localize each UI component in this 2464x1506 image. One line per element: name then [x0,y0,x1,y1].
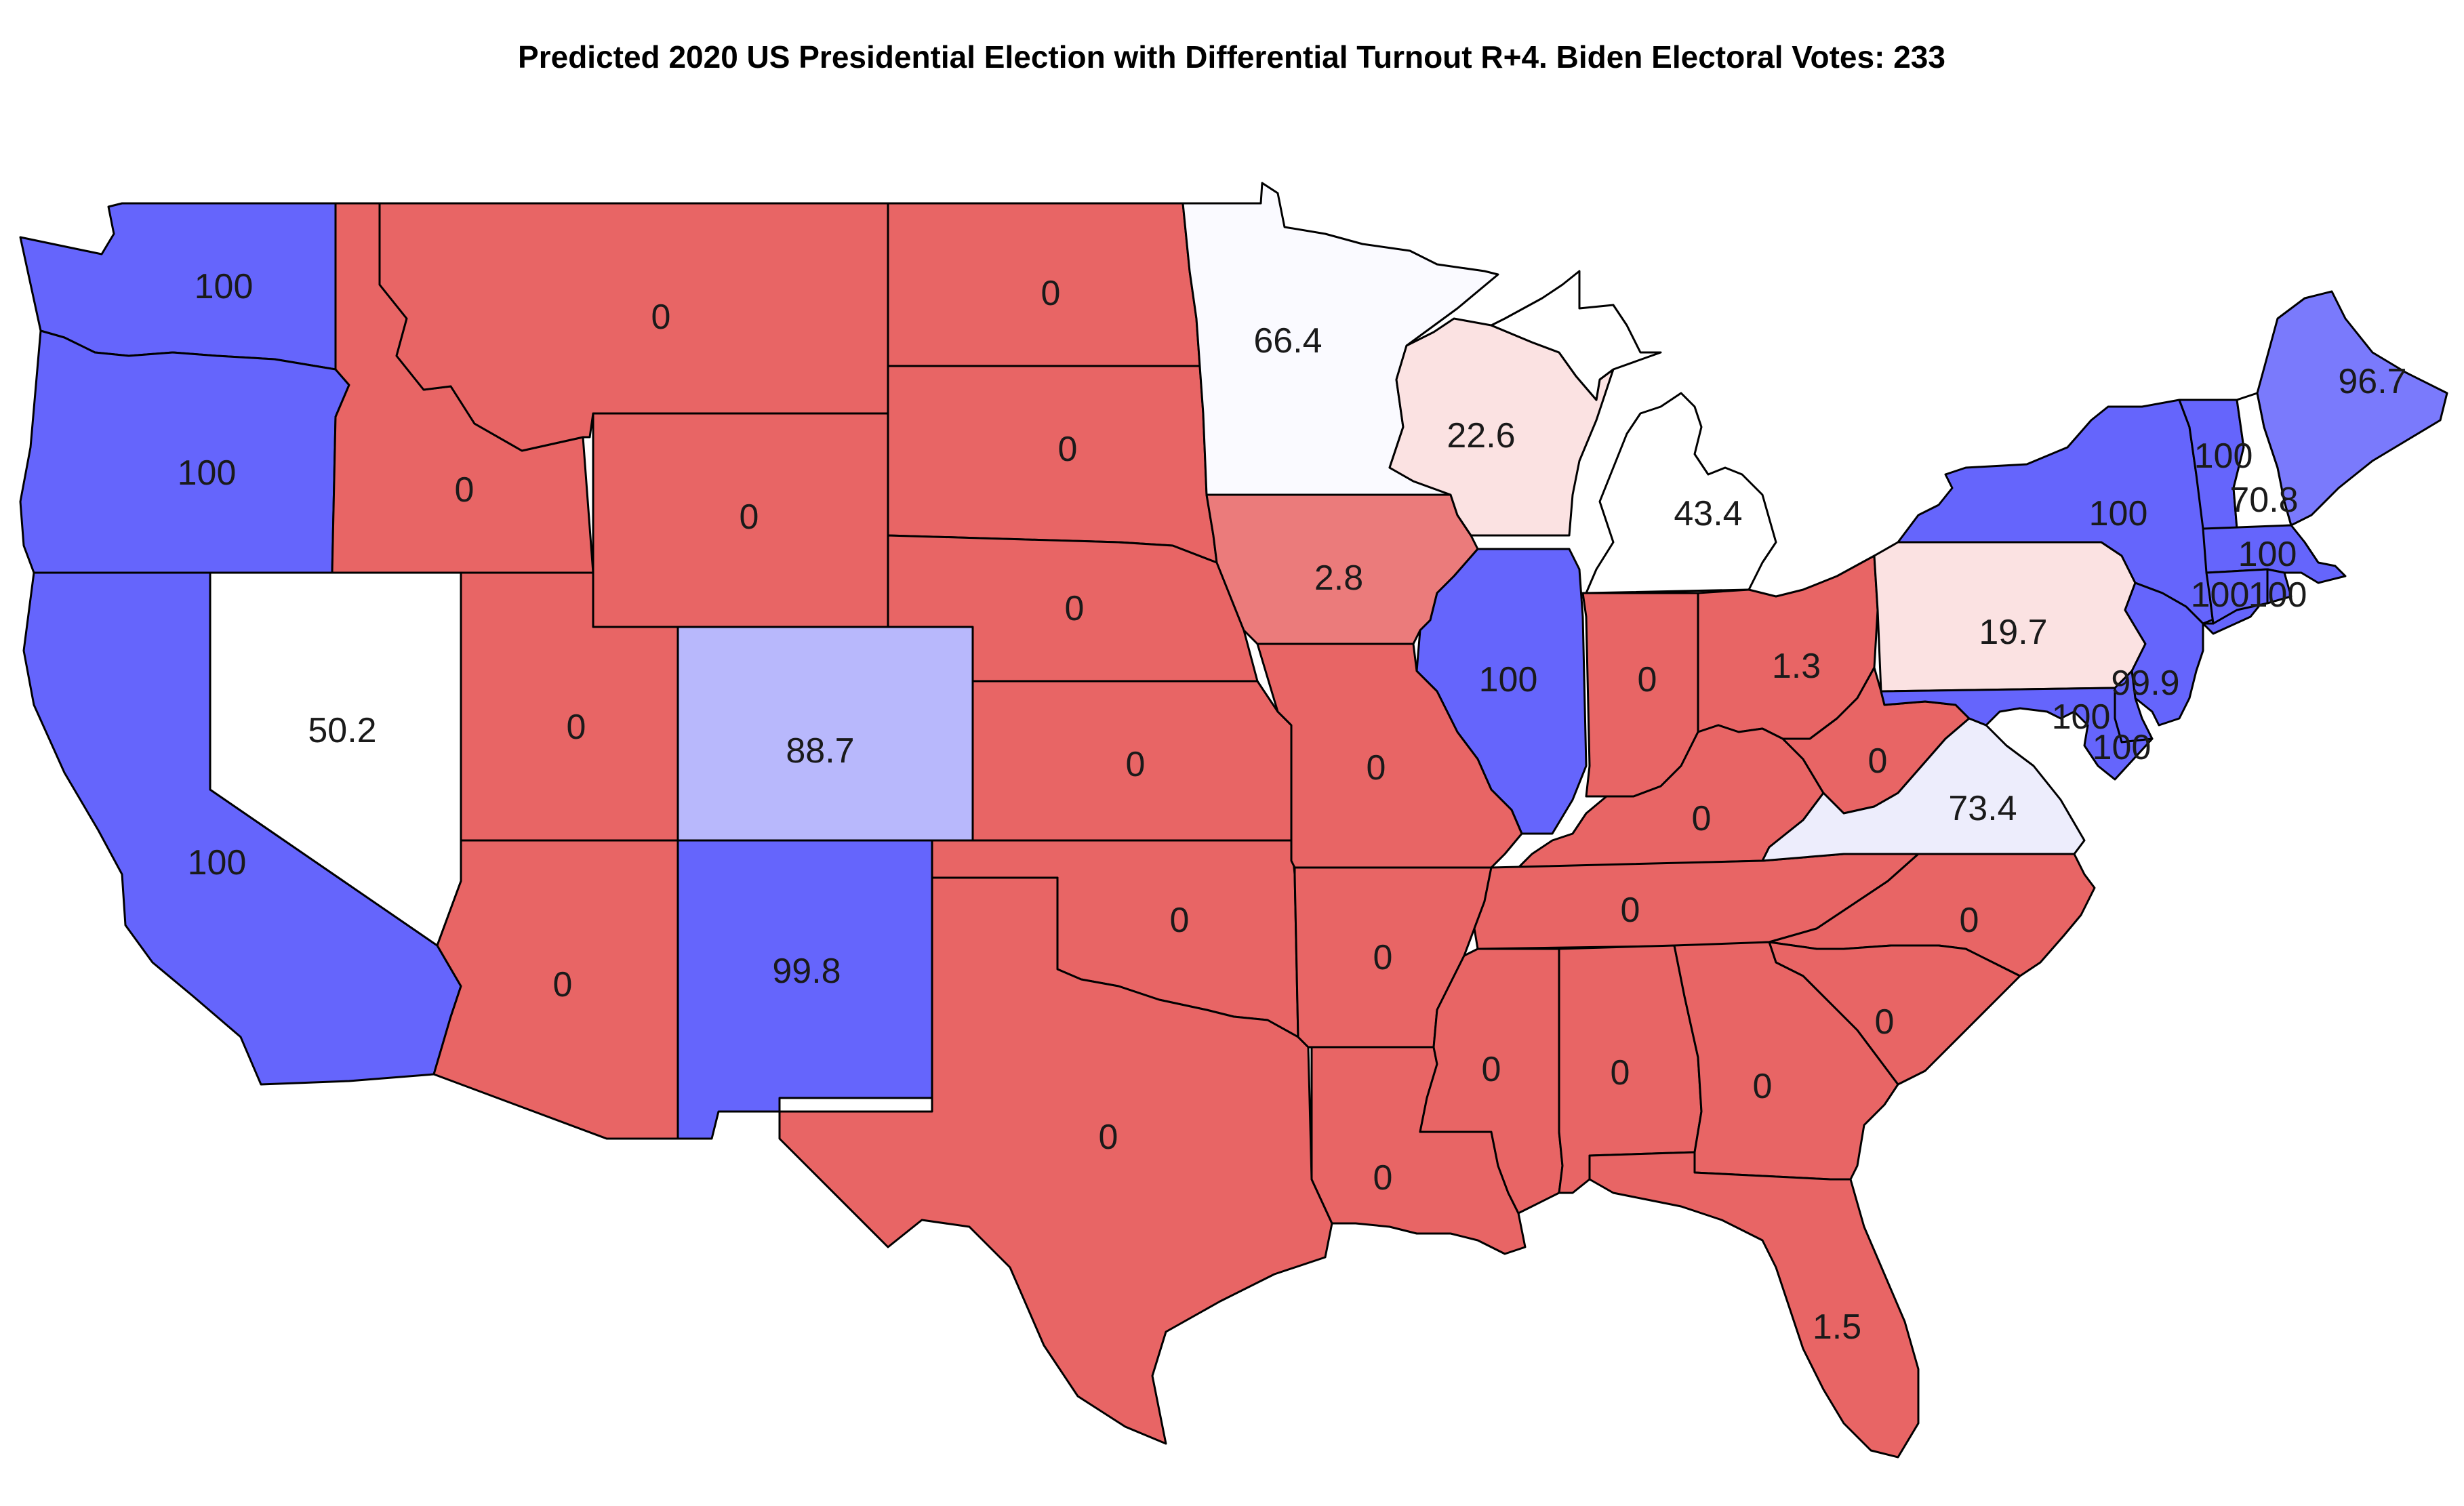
label-WA: 100 [195,267,254,306]
state-RI [2266,568,2293,605]
label-MD: 100 [2093,728,2152,767]
label-MA: 100 [2238,535,2297,574]
label-ND: 0 [1041,274,1061,313]
label-SD: 0 [1058,430,1078,469]
label-FL: 1.5 [1813,1307,1861,1347]
label-MI: 43.4 [1674,494,1742,533]
label-KS: 0 [1126,745,1146,784]
label-AL: 0 [1611,1053,1630,1093]
label-UT: 0 [567,708,586,747]
state-VA [1761,717,2086,862]
label-MT: 0 [651,298,671,337]
label-NH: 70.8 [2229,481,2298,520]
state-NJ [2124,582,2204,727]
label-LA: 0 [1373,1158,1393,1198]
label-MO: 0 [1367,748,1386,788]
label-WY: 0 [740,497,759,537]
state-MI [1490,270,1777,594]
label-VA: 73.4 [1948,789,2017,828]
label-CO: 88.7 [786,731,854,771]
label-AZ: 0 [553,965,573,1004]
label-NY: 100 [2089,494,2148,533]
label-IN: 0 [1638,660,1657,699]
label-MN: 66.4 [1253,321,1322,361]
label-GA: 0 [1753,1067,1773,1106]
state-TX [778,876,1333,1445]
map-title: Predicted 2020 US Presidential Election … [518,39,1945,75]
label-OH: 1.3 [1772,647,1821,686]
label-WV: 0 [1868,741,1888,781]
label-ID: 0 [455,470,474,510]
label-NV: 50.2 [308,711,376,750]
state-ME [2256,290,2448,527]
label-PA: 19.7 [1979,613,2047,652]
label-KY: 0 [1692,799,1712,838]
label-RI: 100 [2248,575,2307,615]
state-SD [887,365,1218,564]
label-NM: 99.8 [772,952,841,991]
label-NJ: 99.9 [2111,664,2179,703]
label-CT: 100 [2191,575,2250,615]
state-MD [1880,687,2154,781]
label-DE: 100 [2052,697,2111,737]
label-IL: 100 [1479,660,1538,699]
label-TX: 0 [1099,1118,1118,1157]
label-VT: 100 [2194,436,2253,476]
state-labels: 100 100 100 50.2 0 0 0 0 0 88.7 99.8 0 0… [178,267,2407,1347]
label-MS: 0 [1482,1050,1501,1089]
label-CA: 100 [188,843,247,882]
state-GA [1673,941,1899,1181]
state-OR [19,329,350,574]
label-NE: 0 [1065,589,1085,628]
label-IA: 2.8 [1314,558,1363,598]
state-FL [1588,1151,1920,1459]
label-TN: 0 [1621,891,1640,930]
label-OR: 100 [178,453,237,493]
label-WI: 22.6 [1447,416,1515,455]
state-MO [1256,643,1523,869]
label-OK: 0 [1170,901,1190,940]
label-ME: 96.7 [2338,362,2406,401]
label-SC: 0 [1875,1002,1895,1042]
label-NC: 0 [1960,901,1979,940]
label-AR: 0 [1373,938,1393,977]
